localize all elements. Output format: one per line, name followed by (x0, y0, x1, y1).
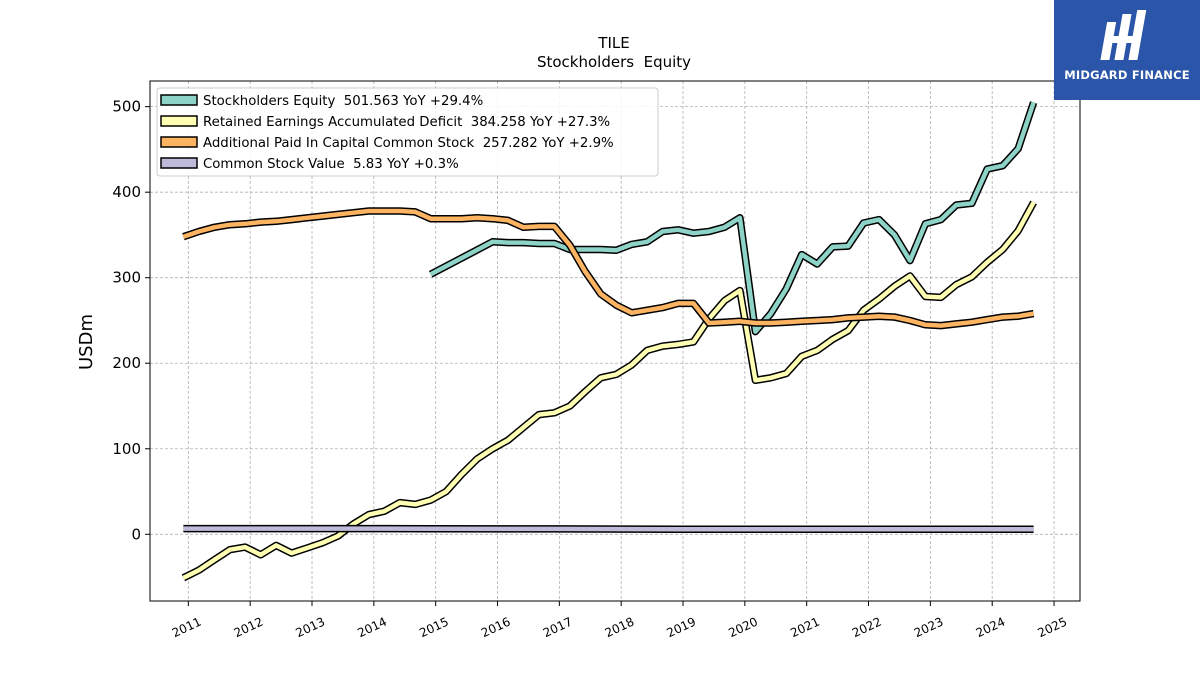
series-line (183, 524, 1034, 534)
series-line (181, 200, 1037, 582)
x-tick-label: 2022 (850, 615, 884, 641)
x-tick-label: 2015 (417, 615, 451, 641)
x-tick-label: 2016 (479, 615, 513, 641)
x-tick-label: 2021 (788, 615, 822, 641)
x-tick-label: 2014 (355, 615, 389, 641)
legend-swatch (160, 157, 198, 169)
x-tick-label: 2018 (603, 615, 637, 641)
series-stroke (182, 201, 1036, 580)
chart-subtitle: Stockholders Equity (537, 53, 691, 71)
y-tick-label: 300 (112, 269, 141, 287)
legend-label: Retained Earnings Accumulated Deficit 38… (203, 115, 610, 130)
legend-swatch (160, 136, 198, 148)
series-line (182, 207, 1035, 330)
y-tick-label: 400 (112, 183, 141, 201)
x-tick-label: 2013 (294, 615, 328, 641)
series-stroke (183, 526, 1034, 532)
x-tick-label: 2012 (232, 615, 266, 641)
legend-box (156, 87, 659, 177)
x-tick-label: 2023 (912, 615, 946, 641)
y-tick-label: 100 (112, 440, 141, 458)
y-tick-label: 0 (131, 525, 141, 543)
series-lines (181, 101, 1038, 582)
legend: Stockholders Equity 501.563 YoY +29.4% Re… (156, 87, 659, 177)
x-tick-label: 2017 (541, 615, 575, 641)
x-tick-label: 2024 (974, 615, 1008, 641)
x-tick-label: 2025 (1036, 615, 1070, 641)
chart-title: TILE (597, 34, 629, 52)
legend-label: Common Stock Value 5.83 YoY +0.3% (203, 157, 459, 172)
y-axis-label: USDm (76, 314, 97, 370)
legend-label: Additional Paid In Capital Common Stock … (203, 136, 614, 151)
y-tick-label: 200 (112, 354, 141, 372)
x-tick-label: 2019 (665, 615, 699, 641)
brand-name: MIDGARD FINANCE (1064, 68, 1190, 82)
plot-frame (149, 80, 1081, 602)
logo-mark-icon (1100, 10, 1147, 60)
x-tick-label: 2020 (726, 615, 760, 641)
brand-logo: MIDGARD FINANCE (1054, 0, 1200, 100)
series-outline (182, 207, 1035, 330)
legend-label: Stockholders Equity 501.563 YoY +29.4% (203, 94, 483, 109)
series-stroke (182, 208, 1034, 328)
y-tick-label: 500 (112, 98, 141, 116)
legend-swatch (160, 115, 198, 127)
x-tick-label: 2011 (170, 615, 204, 641)
legend-swatch (160, 94, 198, 106)
